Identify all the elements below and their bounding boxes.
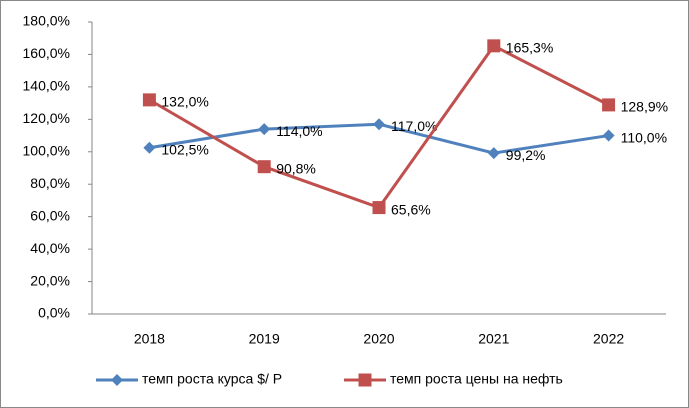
- marker: [372, 201, 386, 215]
- marker: [487, 39, 501, 53]
- x-tick-label: 2021: [478, 331, 509, 347]
- legend-label: темп роста цены на нефть: [390, 371, 563, 387]
- data-label: 65,6%: [391, 201, 431, 217]
- marker: [143, 141, 156, 154]
- marker: [258, 123, 271, 136]
- x-tick-label: 2022: [593, 331, 624, 347]
- data-label: 99,2%: [506, 147, 546, 163]
- y-tick-label: 140,0%: [23, 78, 70, 94]
- y-tick-label: 160,0%: [23, 45, 70, 61]
- data-label: 165,3%: [506, 40, 553, 56]
- marker: [111, 374, 123, 386]
- x-tick-label: 2019: [249, 331, 280, 347]
- y-tick-label: 60,0%: [30, 207, 70, 223]
- data-label: 90,8%: [276, 160, 316, 176]
- x-tick-label: 2018: [134, 331, 165, 347]
- marker: [373, 118, 385, 131]
- data-label: 102,5%: [161, 141, 208, 157]
- y-tick-label: 100,0%: [23, 142, 70, 158]
- data-label: 114,0%: [276, 123, 322, 139]
- y-tick-label: 120,0%: [23, 110, 70, 126]
- y-tick-label: 80,0%: [30, 175, 70, 191]
- marker: [358, 373, 372, 387]
- data-label: 110,0%: [621, 129, 667, 145]
- y-tick-label: 40,0%: [30, 240, 70, 256]
- y-tick-label: 0,0%: [38, 305, 70, 321]
- x-tick-label: 2020: [363, 331, 394, 347]
- marker: [142, 93, 156, 107]
- data-label: 128,9%: [621, 99, 668, 115]
- marker: [602, 98, 616, 112]
- marker: [487, 147, 500, 160]
- y-tick-label: 20,0%: [30, 272, 70, 288]
- data-label: 132,0%: [161, 94, 208, 110]
- marker: [257, 160, 271, 174]
- legend-label: темп роста курса $/ Р: [142, 371, 282, 387]
- y-tick-label: 180,0%: [23, 13, 70, 29]
- marker: [602, 129, 615, 142]
- data-label: 117,0%: [391, 118, 437, 134]
